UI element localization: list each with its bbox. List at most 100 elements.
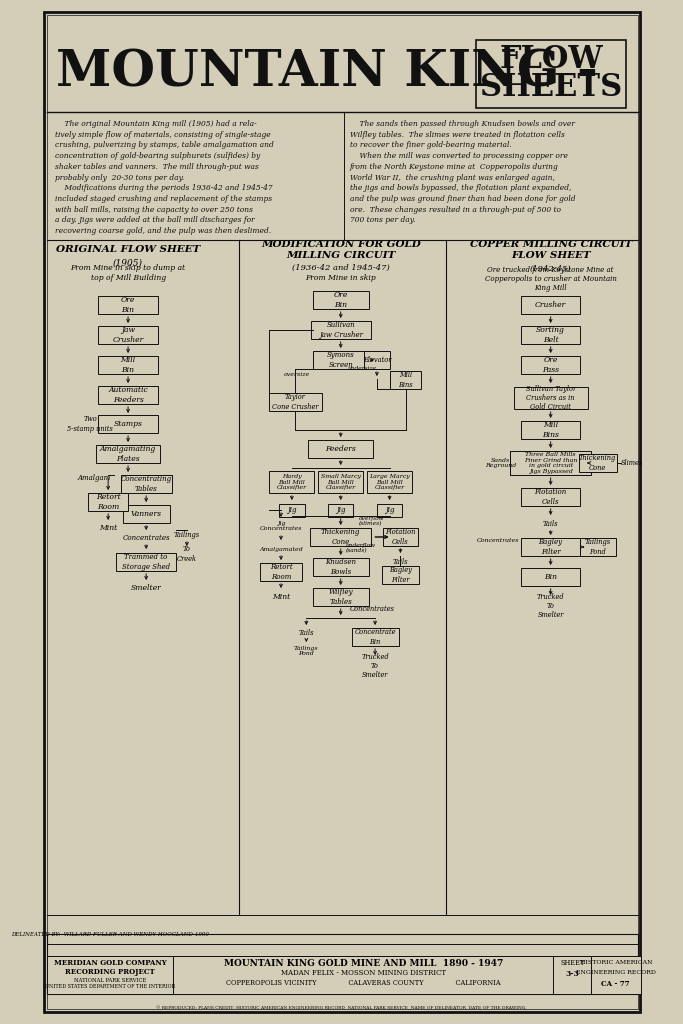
Text: underflow
(sands): underflow (sands) bbox=[345, 543, 375, 554]
Text: COPPER MILLING CIRCUIT
FLOW SHEET: COPPER MILLING CIRCUIT FLOW SHEET bbox=[469, 241, 632, 260]
Text: Sands
Reground: Sands Reground bbox=[485, 458, 516, 468]
Text: Trucked
To
Smelter: Trucked To Smelter bbox=[361, 653, 389, 679]
Text: NATIONAL PARK SERVICE: NATIONAL PARK SERVICE bbox=[74, 979, 146, 983]
Text: Bin: Bin bbox=[544, 573, 557, 581]
Text: Taylor
Cone Crusher: Taylor Cone Crusher bbox=[273, 393, 319, 411]
Text: Bagley
Filter: Bagley Filter bbox=[389, 566, 412, 584]
Text: Ore
Bin: Ore Bin bbox=[333, 292, 348, 308]
Bar bbox=[98, 415, 158, 433]
Bar bbox=[510, 451, 591, 475]
Text: Tails: Tails bbox=[543, 520, 559, 528]
Bar bbox=[98, 356, 158, 374]
Text: CA - 77: CA - 77 bbox=[602, 980, 630, 988]
Text: Ore
Pass: Ore Pass bbox=[542, 356, 559, 374]
Bar bbox=[313, 558, 369, 575]
Text: Concentrates: Concentrates bbox=[350, 605, 395, 613]
Text: COPPEROPOLIS VICINITY               CALAVERAS COUNTY               CALIFORNIA: COPPEROPOLIS VICINITY CALAVERAS COUNTY C… bbox=[226, 979, 501, 987]
Text: MODIFICATION FOR GOLD
MILLING CIRCUIT: MODIFICATION FOR GOLD MILLING CIRCUIT bbox=[261, 241, 421, 260]
Text: Jig
Concentrates: Jig Concentrates bbox=[260, 520, 303, 531]
Text: Ore trucked from Keystone Mine at
Copperopolis to crusher at Mountain
King Mill: Ore trucked from Keystone Mine at Copper… bbox=[485, 266, 617, 292]
Text: Tails: Tails bbox=[298, 629, 314, 637]
Text: Wilfley
Tables: Wilfley Tables bbox=[329, 589, 353, 605]
Bar bbox=[520, 538, 581, 556]
Text: MOUNTAIN KING GOLD MINE AND MILL  1890 - 1947: MOUNTAIN KING GOLD MINE AND MILL 1890 - … bbox=[224, 958, 503, 968]
Text: Concentrates: Concentrates bbox=[122, 534, 170, 542]
Text: oversize: oversize bbox=[284, 373, 310, 378]
Text: Concentrating
Tables: Concentrating Tables bbox=[121, 475, 171, 493]
Text: (1942-45): (1942-45) bbox=[530, 265, 572, 273]
Bar bbox=[98, 326, 158, 344]
Text: Crusher: Crusher bbox=[535, 301, 566, 309]
Text: Tailings
Pond: Tailings Pond bbox=[585, 539, 611, 556]
Bar bbox=[367, 471, 413, 493]
Text: To
Creek: To Creek bbox=[177, 546, 197, 562]
Text: Concentrate
Bin: Concentrate Bin bbox=[354, 629, 396, 645]
Bar bbox=[364, 351, 389, 369]
Bar bbox=[313, 588, 369, 606]
Bar bbox=[308, 440, 374, 458]
Text: Tails: Tails bbox=[393, 558, 408, 566]
Text: © REPRODUCED: PLANS CREDIT: HISTORIC AMERICAN ENGINEERING RECORD, NATIONAL PARK : © REPRODUCED: PLANS CREDIT: HISTORIC AME… bbox=[156, 1006, 527, 1011]
Bar bbox=[520, 568, 581, 586]
Text: Two
5-stamp units: Two 5-stamp units bbox=[67, 416, 113, 432]
Text: Symons
Screen: Symons Screen bbox=[327, 351, 354, 369]
Text: Amalgam: Amalgam bbox=[77, 474, 111, 482]
Text: Hardy
Ball Mill
Classifier: Hardy Ball Mill Classifier bbox=[277, 474, 307, 490]
Text: Jig: Jig bbox=[385, 506, 394, 514]
Bar bbox=[391, 371, 421, 389]
Text: MOUNTAIN KING -: MOUNTAIN KING - bbox=[56, 48, 598, 97]
Text: Retort
Room: Retort Room bbox=[96, 494, 120, 511]
Text: Large Marcy
Ball Mill
Classifier: Large Marcy Ball Mill Classifier bbox=[370, 474, 410, 490]
Text: Tailings: Tailings bbox=[174, 531, 200, 539]
Bar bbox=[591, 956, 641, 994]
Bar bbox=[352, 628, 399, 646]
Text: Amalgamated: Amalgamated bbox=[259, 547, 303, 552]
Bar bbox=[318, 471, 363, 493]
Text: (1905): (1905) bbox=[113, 258, 143, 267]
Text: MERIDIAN GOLD COMPANY: MERIDIAN GOLD COMPANY bbox=[53, 959, 167, 967]
Text: MADAN FELIX - MOSSON MINING DISTRICT: MADAN FELIX - MOSSON MINING DISTRICT bbox=[281, 969, 446, 977]
Text: HISTORIC AMERICAN: HISTORIC AMERICAN bbox=[580, 961, 652, 966]
Bar bbox=[173, 956, 553, 994]
Text: 3-3: 3-3 bbox=[566, 970, 579, 978]
Bar bbox=[116, 553, 176, 571]
Text: SHEET: SHEET bbox=[560, 959, 585, 967]
Bar bbox=[382, 566, 419, 584]
Text: Automatic
Feeders: Automatic Feeders bbox=[108, 386, 148, 403]
Bar bbox=[310, 528, 372, 546]
Bar bbox=[269, 393, 322, 411]
Text: Sullivan Taylor
Crushers as in
Gold Circuit: Sullivan Taylor Crushers as in Gold Circ… bbox=[526, 385, 576, 412]
Bar bbox=[520, 326, 581, 344]
Text: Jaw
Crusher: Jaw Crusher bbox=[113, 327, 143, 344]
Text: Bagley
Filter: Bagley Filter bbox=[539, 539, 563, 556]
Text: Slimes: Slimes bbox=[622, 459, 643, 467]
Text: UNITED STATES DEPARTMENT OF THE INTERIOR: UNITED STATES DEPARTMENT OF THE INTERIOR bbox=[45, 984, 175, 989]
Bar bbox=[88, 493, 128, 511]
Text: Smelter: Smelter bbox=[130, 584, 162, 592]
Text: From Mine in skip: From Mine in skip bbox=[305, 274, 376, 282]
Bar bbox=[520, 296, 581, 314]
Text: overflow
(slimes): overflow (slimes) bbox=[359, 515, 385, 526]
Bar bbox=[520, 356, 581, 374]
Text: RECORDING PROJECT: RECORDING PROJECT bbox=[65, 968, 155, 976]
Text: DELINEATED BY:  WILLARD FULLER AND WENDY HOOGLAND-1990: DELINEATED BY: WILLARD FULLER AND WENDY … bbox=[11, 932, 209, 937]
Bar bbox=[96, 445, 160, 463]
Text: The original Mountain King mill (1905) had a rela-
tively simple flow of materia: The original Mountain King mill (1905) h… bbox=[55, 120, 273, 234]
Text: Small Marcy
Ball Mill
Classifier: Small Marcy Ball Mill Classifier bbox=[321, 474, 361, 490]
Bar bbox=[313, 291, 369, 309]
Bar bbox=[46, 934, 637, 994]
Bar bbox=[553, 956, 591, 994]
Text: Mint: Mint bbox=[99, 524, 117, 532]
Text: Trucked
To
Smelter: Trucked To Smelter bbox=[537, 593, 564, 620]
Bar bbox=[580, 538, 616, 556]
Text: ENGINEERING RECORD: ENGINEERING RECORD bbox=[576, 971, 656, 976]
Text: Sullivan
Jaw Crusher: Sullivan Jaw Crusher bbox=[319, 322, 363, 339]
Bar bbox=[123, 505, 169, 523]
Text: Elevator: Elevator bbox=[363, 356, 391, 364]
Bar bbox=[279, 504, 305, 516]
Bar bbox=[311, 321, 371, 339]
Text: Feeders: Feeders bbox=[325, 445, 356, 453]
Text: (1936-42 and 1945-47): (1936-42 and 1945-47) bbox=[292, 264, 389, 272]
Text: Amalgamating
Plates: Amalgamating Plates bbox=[100, 445, 156, 463]
Text: Sorting
Belt: Sorting Belt bbox=[536, 327, 565, 344]
